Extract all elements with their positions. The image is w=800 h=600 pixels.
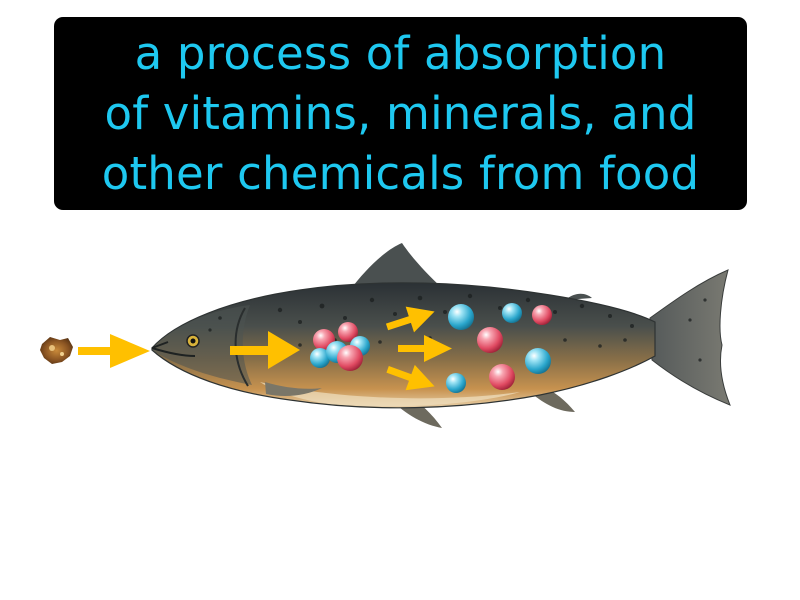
nutrient-molecule-icon [338,322,358,342]
arrow-icon [386,364,435,391]
dispersed-nutrients [446,303,552,393]
arrow-icon [385,306,435,333]
caption-line-1: a process of absorption [134,26,667,80]
absorption-arrows [230,306,452,391]
nutrient-molecule-icon [525,348,551,374]
fish-illustration [151,243,731,428]
food-particle-icon [40,337,73,364]
definition-caption: a process of absorption of vitamins, min… [54,17,747,210]
nutrient-molecule-icon [446,373,466,393]
nutrient-molecule-icon [502,303,522,323]
caption-line-2: of vitamins, minerals, and [104,86,697,140]
nutrient-molecule-icon [337,345,363,371]
caption-line-3: other chemicals from food [101,146,700,200]
nutrient-molecule-icon [448,304,474,330]
nutrient-cluster [310,322,370,371]
nutrient-molecule-icon [310,348,330,368]
nutrient-molecule-icon [489,364,515,390]
arrow-icon [78,334,150,368]
arrow-icon [398,335,452,362]
arrow-icon [230,331,300,369]
nutrient-molecule-icon [477,327,503,353]
nutrient-molecule-icon [532,305,552,325]
